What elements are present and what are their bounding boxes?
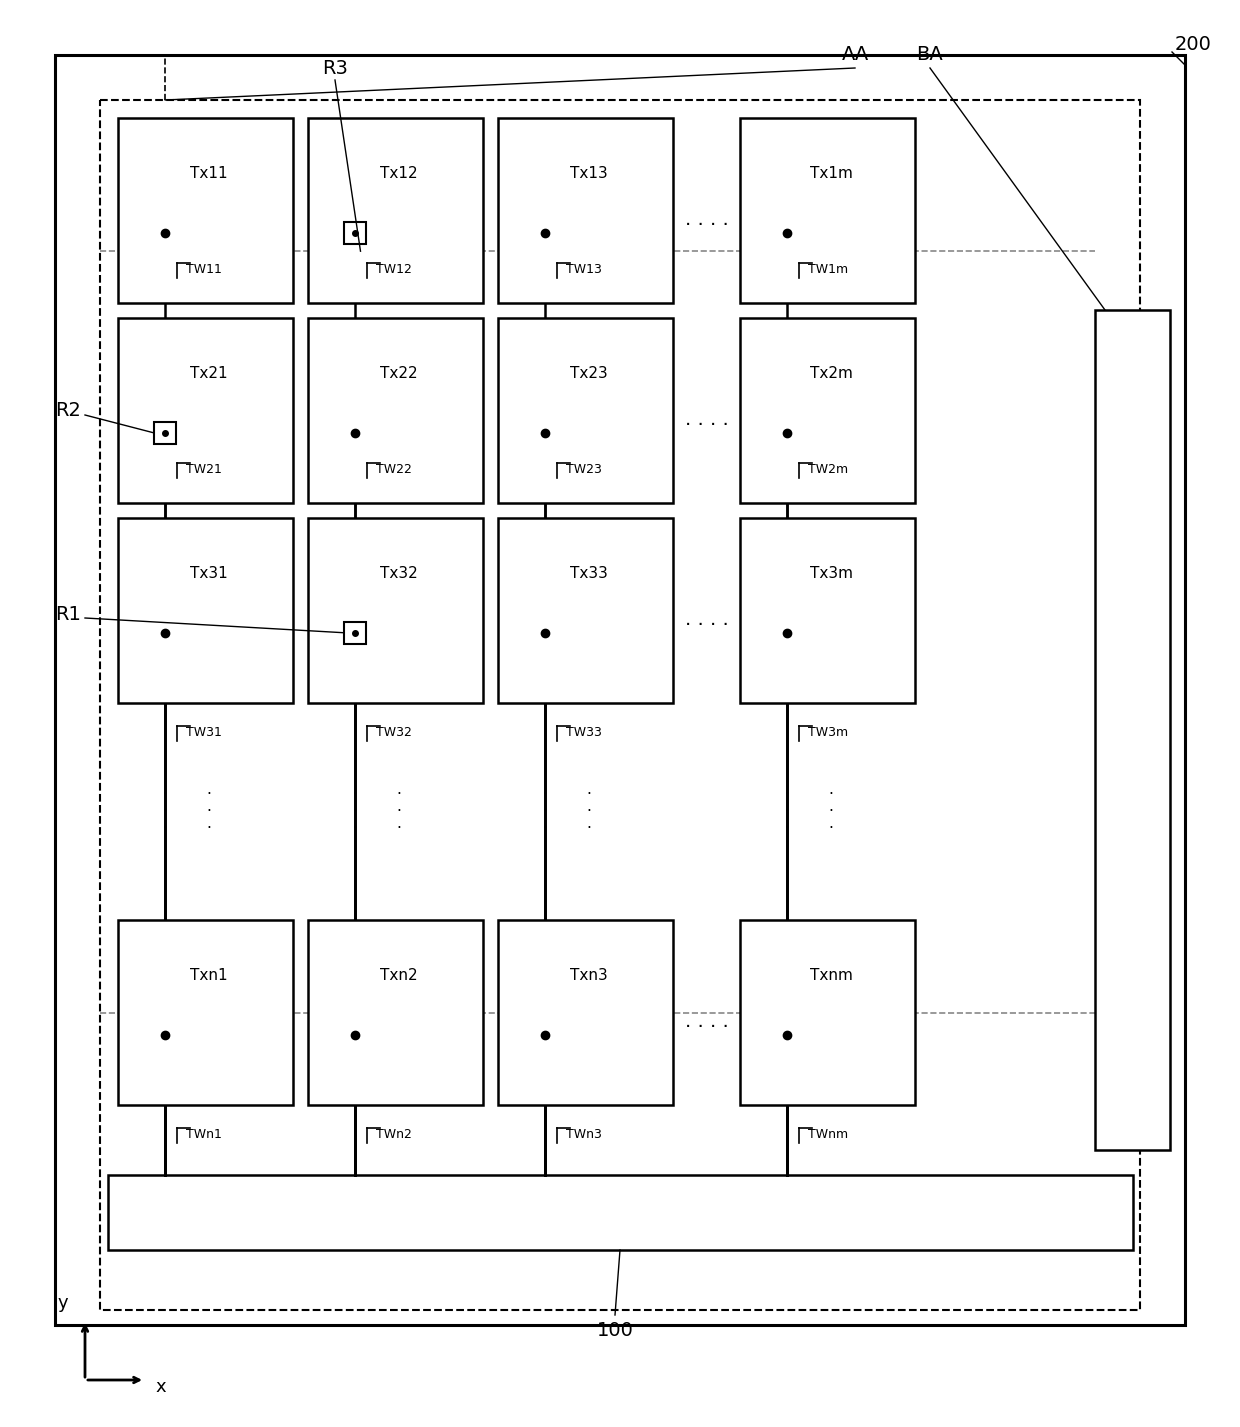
Text: R3: R3 xyxy=(322,59,348,77)
Bar xyxy=(118,920,293,1104)
Text: ·
·
·: · · · xyxy=(828,786,833,836)
Text: TW22: TW22 xyxy=(377,462,413,475)
Text: Tx21: Tx21 xyxy=(190,365,228,381)
Text: ·
·
·: · · · xyxy=(587,786,591,836)
Text: Tx22: Tx22 xyxy=(381,365,418,381)
Bar xyxy=(498,118,673,303)
Text: TWnm: TWnm xyxy=(808,1127,848,1140)
Text: Tx13: Tx13 xyxy=(570,166,608,181)
Bar xyxy=(55,56,1185,1326)
Text: 100: 100 xyxy=(596,1320,634,1340)
Bar xyxy=(498,518,673,704)
Bar xyxy=(740,118,915,303)
Text: Tx2m: Tx2m xyxy=(810,365,852,381)
Bar xyxy=(345,221,366,244)
Text: . . . .: . . . . xyxy=(684,1012,728,1032)
Text: ·
·
·: · · · xyxy=(162,786,167,836)
Text: . . . .: . . . . xyxy=(684,410,728,430)
Text: TW23: TW23 xyxy=(567,462,603,475)
Bar xyxy=(308,920,484,1104)
Text: ·
·
·: · · · xyxy=(543,786,548,836)
Text: x: x xyxy=(156,1378,166,1396)
Text: TW31: TW31 xyxy=(186,725,222,739)
Text: ·
·
·: · · · xyxy=(397,786,402,836)
Bar xyxy=(118,318,293,502)
Bar xyxy=(308,318,484,502)
Text: BA: BA xyxy=(916,46,944,64)
Text: TW32: TW32 xyxy=(377,725,413,739)
Bar xyxy=(154,422,176,444)
Text: ·
·
·: · · · xyxy=(207,786,212,836)
Bar xyxy=(1095,310,1171,1150)
Text: Txnm: Txnm xyxy=(810,968,852,983)
Text: Tx11: Tx11 xyxy=(190,166,228,181)
Bar xyxy=(118,518,293,704)
Bar xyxy=(740,920,915,1104)
Bar xyxy=(740,518,915,704)
Text: . . . .: . . . . xyxy=(684,611,728,629)
Bar xyxy=(740,318,915,502)
Bar xyxy=(345,622,366,644)
Text: y: y xyxy=(58,1294,68,1311)
Text: Tx31: Tx31 xyxy=(190,567,228,581)
Text: Txn1: Txn1 xyxy=(190,968,228,983)
Text: ·
·
·: · · · xyxy=(785,786,790,836)
Text: TWn3: TWn3 xyxy=(567,1127,603,1140)
Bar xyxy=(118,118,293,303)
Text: R1: R1 xyxy=(55,605,81,625)
Bar xyxy=(308,518,484,704)
Text: Txn3: Txn3 xyxy=(570,968,608,983)
Text: Tx12: Tx12 xyxy=(381,166,418,181)
Text: Tx3m: Tx3m xyxy=(810,567,853,581)
Text: TW11: TW11 xyxy=(186,263,222,275)
Text: Txn2: Txn2 xyxy=(381,968,418,983)
Text: Tx32: Tx32 xyxy=(381,567,418,581)
Text: TWn1: TWn1 xyxy=(186,1127,222,1140)
Bar xyxy=(100,100,1140,1310)
Bar xyxy=(108,1174,1133,1250)
Text: TW1m: TW1m xyxy=(808,263,848,275)
Text: Tx1m: Tx1m xyxy=(810,166,852,181)
Text: Tx23: Tx23 xyxy=(570,365,608,381)
Text: TW3m: TW3m xyxy=(808,725,848,739)
Text: TW12: TW12 xyxy=(377,263,413,275)
Text: Tx33: Tx33 xyxy=(570,567,608,581)
Text: TWn2: TWn2 xyxy=(377,1127,413,1140)
Bar xyxy=(498,920,673,1104)
Text: R2: R2 xyxy=(55,401,81,420)
Text: TW21: TW21 xyxy=(186,462,222,475)
Text: ·
·
·: · · · xyxy=(353,786,357,836)
Text: 200: 200 xyxy=(1176,36,1211,54)
Text: TW2m: TW2m xyxy=(808,462,848,475)
Text: . . . .: . . . . xyxy=(684,210,728,230)
Text: AA: AA xyxy=(842,46,869,64)
Bar xyxy=(498,318,673,502)
Text: TW13: TW13 xyxy=(567,263,603,275)
Bar xyxy=(308,118,484,303)
Text: TW33: TW33 xyxy=(567,725,603,739)
